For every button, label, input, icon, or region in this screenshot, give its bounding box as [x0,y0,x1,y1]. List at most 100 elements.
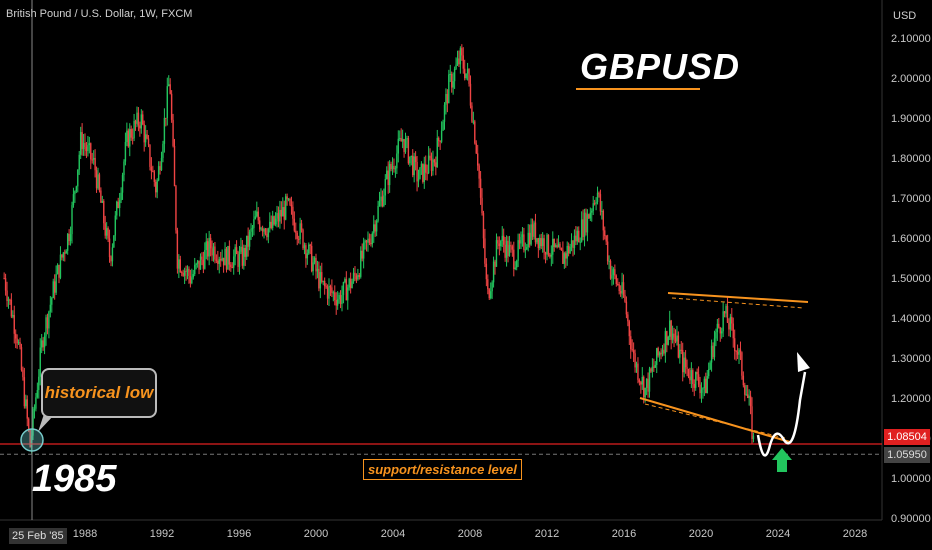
candle-body [364,240,366,243]
candle-body [413,156,415,176]
candle-body [583,212,586,238]
candle-body [351,281,353,289]
candle-body [233,256,235,268]
candle-body [348,278,350,288]
candle-body [198,260,200,270]
candle-body [292,206,294,219]
candle-body [645,378,648,388]
candle-body [498,243,501,247]
candle-body [68,233,70,242]
candle-body [703,378,706,389]
candle-body [739,349,742,353]
candle-body [436,137,438,168]
candle-body [77,169,79,187]
candle-body [455,64,457,69]
candle-body [61,254,63,258]
candle-body [185,270,187,272]
candle-body [451,73,453,88]
candle-body [638,379,641,383]
candle-body [526,247,528,250]
candle-body [258,220,261,230]
candle-body [429,155,431,159]
candle-body [227,246,229,270]
candle-body [426,172,428,174]
candle-body [118,200,121,208]
x-tick-label: 1992 [150,528,174,540]
y-tick-label: 1.00000 [891,473,931,485]
candle-body [176,230,179,269]
candle-body [660,352,662,355]
candle-body [335,299,337,306]
candle-body [290,204,293,207]
candle-body [368,238,371,243]
candle-body [218,259,220,264]
level-price-tag: 1.05950 [884,447,930,463]
candle-body [120,192,122,201]
candle-body [297,238,300,240]
candle-body [601,210,603,212]
candle-body [386,170,388,179]
candle-body [557,243,560,248]
x-tick-label: 2004 [381,528,405,540]
candle-body [357,275,359,280]
candle-body [625,301,628,315]
candle-body [264,228,267,234]
candle-body [194,264,196,275]
candle-body [487,279,489,290]
candle-body [589,212,592,219]
candle-body [663,349,665,354]
candle-body [113,235,115,248]
candle-body [716,323,719,333]
candle-body [531,224,534,237]
candle-body [554,245,557,247]
candle-body [339,295,342,304]
candle-body [204,249,206,269]
candle-body [518,240,521,244]
candle-body [380,196,382,202]
candle-body [731,316,733,324]
candle-body [391,166,394,169]
candle-body [208,237,210,257]
channel-lower-dash [644,403,786,439]
candle-body [736,351,739,355]
candle-body [593,203,596,205]
candle-body [452,81,454,88]
chart-title: GBPUSD [580,46,741,87]
candle-body [341,294,343,304]
candle-body [728,322,730,330]
candle-body [687,368,690,377]
candle-body [361,250,363,259]
candle-body [570,240,573,247]
candle-body [381,196,384,206]
candle-body [746,394,749,399]
callout-pointer [38,414,55,432]
candle-body [690,370,693,381]
candle-body [465,73,467,79]
candle-body [489,291,492,299]
candle-body [131,137,134,139]
candle-body [666,331,668,345]
candle-body [100,190,102,203]
candle-body [373,224,375,234]
candle-body [336,299,339,306]
candle-body [713,338,716,358]
channel-lower-line [639,397,791,443]
candle-body [520,236,522,244]
candle-body [631,349,633,351]
candle-body [752,435,755,439]
candle-body [534,222,537,243]
candle-body [318,268,320,289]
candle-body [440,130,443,142]
candle-body [196,260,199,264]
candle-body [168,84,170,87]
candle-body [274,218,277,225]
candle-body [394,168,397,170]
candle-body [621,282,623,294]
candle-body [238,251,241,267]
candle-body [475,143,477,154]
candle-body [671,333,674,340]
candle-body [540,238,542,247]
candle-body [479,178,482,198]
crosshair-date-tag: 25 Feb '85 [9,528,67,544]
